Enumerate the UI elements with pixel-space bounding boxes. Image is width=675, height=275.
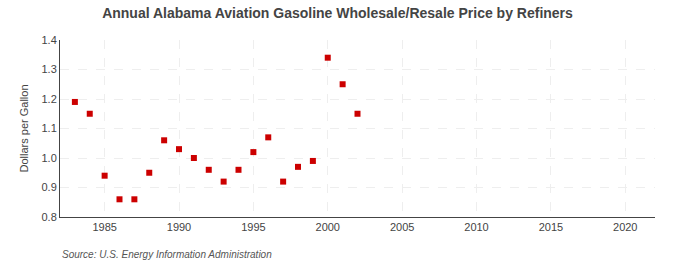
svg-text:Annual Alabama Aviation Gasoli: Annual Alabama Aviation Gasoline Wholesa… bbox=[102, 5, 573, 21]
svg-text:2000: 2000 bbox=[316, 221, 340, 233]
svg-text:1.2: 1.2 bbox=[42, 93, 57, 105]
svg-text:2020: 2020 bbox=[613, 221, 637, 233]
svg-text:Source: U.S. Energy Informatio: Source: U.S. Energy Information Administ… bbox=[62, 249, 272, 260]
svg-text:1.0: 1.0 bbox=[42, 152, 57, 164]
svg-text:1.1: 1.1 bbox=[42, 122, 57, 134]
svg-text:1.4: 1.4 bbox=[42, 34, 57, 46]
svg-text:Dollars per Gallon: Dollars per Gallon bbox=[18, 84, 30, 172]
svg-text:0.9: 0.9 bbox=[42, 181, 57, 193]
svg-text:2010: 2010 bbox=[464, 221, 488, 233]
svg-text:2015: 2015 bbox=[539, 221, 563, 233]
svg-text:1985: 1985 bbox=[92, 221, 116, 233]
svg-text:1995: 1995 bbox=[241, 221, 265, 233]
svg-text:1990: 1990 bbox=[167, 221, 191, 233]
svg-text:2005: 2005 bbox=[390, 221, 414, 233]
svg-text:0.8: 0.8 bbox=[42, 211, 57, 223]
svg-text:1.3: 1.3 bbox=[42, 63, 57, 75]
